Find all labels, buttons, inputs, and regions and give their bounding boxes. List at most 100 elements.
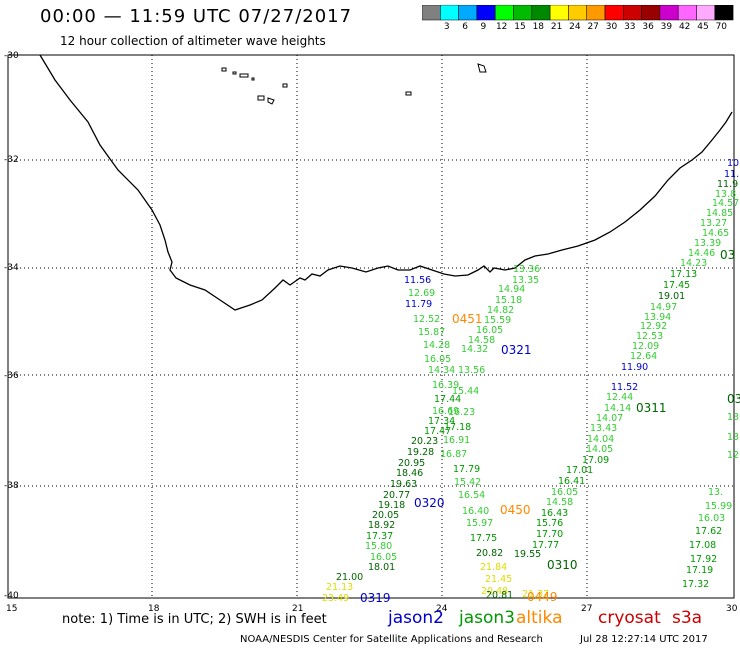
color-scale-tick: 12: [495, 22, 508, 32]
color-scale-tick: 45: [697, 22, 709, 32]
wave-height-label: 21.13: [326, 582, 353, 593]
wave-height-label: 17.09: [582, 455, 609, 466]
color-swatch: [494, 5, 514, 21]
wave-height-label: 13.94: [644, 312, 671, 323]
color-scale-tick: 3: [443, 22, 450, 32]
pass-time-label: 0449: [527, 590, 558, 604]
wave-height-label: 19.63: [390, 479, 417, 490]
wave-height-label: 12.53: [636, 331, 663, 342]
wave-height-label: 14.46: [688, 248, 715, 259]
color-swatch: [623, 5, 642, 21]
wave-height-label: 11.90: [621, 362, 648, 373]
page-subtitle: 12 hour collection of altimeter wave hei…: [60, 34, 326, 48]
wave-height-label: 19.28: [407, 447, 434, 458]
wave-height-label: 23.49: [322, 593, 349, 604]
wave-height-label: 14.85: [706, 208, 733, 219]
wave-height-label: 15.18: [495, 295, 522, 306]
wave-height-label: 20.95: [398, 458, 425, 469]
wave-height-label: 12.69: [408, 288, 435, 299]
wave-height-label: 13.36: [513, 264, 540, 275]
wave-height-label: 17.62: [695, 526, 722, 537]
legend-s3a: s3a: [672, 608, 703, 628]
legend-cryosat: cryosat: [598, 608, 661, 628]
wave-height-label: 17.79: [453, 464, 480, 475]
color-scale-tick: 39: [660, 22, 673, 32]
credit-org: NOAA/NESDIS Center for Satellite Applica…: [240, 634, 543, 645]
wave-height-label: 15.44: [452, 386, 479, 397]
wave-height-label: 12.52: [413, 314, 440, 325]
wave-height-label: 12.: [727, 450, 740, 461]
pass-time-label: 0451: [452, 312, 483, 326]
wave-height-label: 16.41: [558, 476, 585, 487]
offshore-islands: [221, 63, 487, 105]
wave-height-label: 14.05: [586, 444, 613, 455]
wave-height-label: 20.82: [476, 548, 503, 559]
latitude-label: -30: [4, 51, 19, 61]
wave-height-label: 11.56: [404, 275, 431, 286]
wave-height-label: 12.44: [606, 392, 633, 403]
color-scale-tick: 70: [715, 22, 728, 32]
pass-time-label: 0311: [636, 401, 667, 415]
color-swatch: [513, 5, 533, 21]
color-swatch: [714, 5, 734, 21]
color-scale-tick: 6: [462, 22, 468, 32]
longitude-label: 15: [6, 604, 17, 614]
wave-height-label: 17.32: [682, 579, 709, 590]
latitude-label: -34: [4, 263, 19, 273]
wave-height-label: 14.23: [680, 258, 707, 269]
wave-height-label: 14.32: [461, 344, 488, 355]
wave-height-label: 17.08: [689, 540, 716, 551]
wave-height-label: 21.00: [336, 572, 363, 583]
wave-height-label: 14.82: [487, 305, 514, 316]
pass-time-label: 0309: [727, 392, 740, 406]
wave-height-label: 16.54: [458, 490, 485, 501]
credit-timestamp: Jul 28 12:27:14 UTC 2017: [580, 634, 708, 645]
wave-height-label: 14.58: [468, 335, 495, 346]
wave-height-label: 17.44: [434, 394, 461, 405]
wave-height-label: 16.39: [432, 380, 459, 391]
legend-jason3: jason3: [459, 608, 515, 628]
wave-height-label: 14.07: [596, 413, 623, 424]
wave-height-label: 17.70: [536, 529, 563, 540]
color-swatch: [440, 5, 459, 21]
wave-height-label: 14.94: [498, 284, 525, 295]
wave-height-label: 17.13: [670, 269, 697, 280]
wave-height-label: 20.81: [486, 590, 513, 601]
color-swatch: [659, 5, 679, 21]
wave-height-label: 16.05: [370, 552, 397, 563]
wave-height-label: 15.99: [705, 501, 732, 512]
wave-height-label: 19.55: [514, 549, 541, 560]
pass-time-label: 0310: [547, 558, 578, 572]
wave-height-label: 15.42: [454, 477, 481, 488]
longitude-label: 24: [436, 604, 448, 614]
wave-height-label: 21.45: [485, 574, 512, 585]
wave-height-label: 16.03: [698, 513, 725, 524]
wave-height-label: 13.43: [590, 423, 617, 434]
wave-height-label: 12.64: [630, 351, 657, 362]
wave-height-label: 19.18: [378, 500, 405, 511]
wave-height-label: 16.87: [440, 449, 467, 460]
wave-height-label: 15.76: [536, 518, 563, 529]
pass-time-label: 0320: [414, 496, 445, 510]
color-scale-labels: 3 6 9 12 15 18 21 24 27 30 33 36 39 42 45 70: [422, 22, 734, 34]
wave-height-label: 17.77: [532, 540, 559, 551]
wave-height-label: 18.46: [396, 468, 423, 479]
wave-height-label: 20.77: [383, 490, 410, 501]
wave-height-label: 16.43: [541, 508, 568, 519]
color-scale-tick: 15: [514, 22, 526, 32]
color-swatch: [696, 5, 716, 21]
wave-height-label: 15.97: [466, 518, 493, 529]
color-swatch: [677, 5, 697, 21]
color-scale-tick: 9: [480, 22, 487, 32]
wave-height-label: 14.04: [587, 434, 614, 445]
wave-height-label: 15.80: [365, 541, 392, 552]
legend: note: 1) Time is in UTC; 2) SWH is in fe…: [0, 608, 740, 632]
wave-height-label: 11.: [724, 169, 739, 180]
wave-height-label: 15.87: [418, 327, 445, 338]
wave-height-label: 16.91: [443, 435, 470, 446]
wave-height-label: 17.47: [424, 426, 451, 437]
coastline: [39, 54, 733, 311]
latitude-label: -36: [4, 371, 19, 381]
wave-height-label: 14.58: [546, 497, 573, 508]
